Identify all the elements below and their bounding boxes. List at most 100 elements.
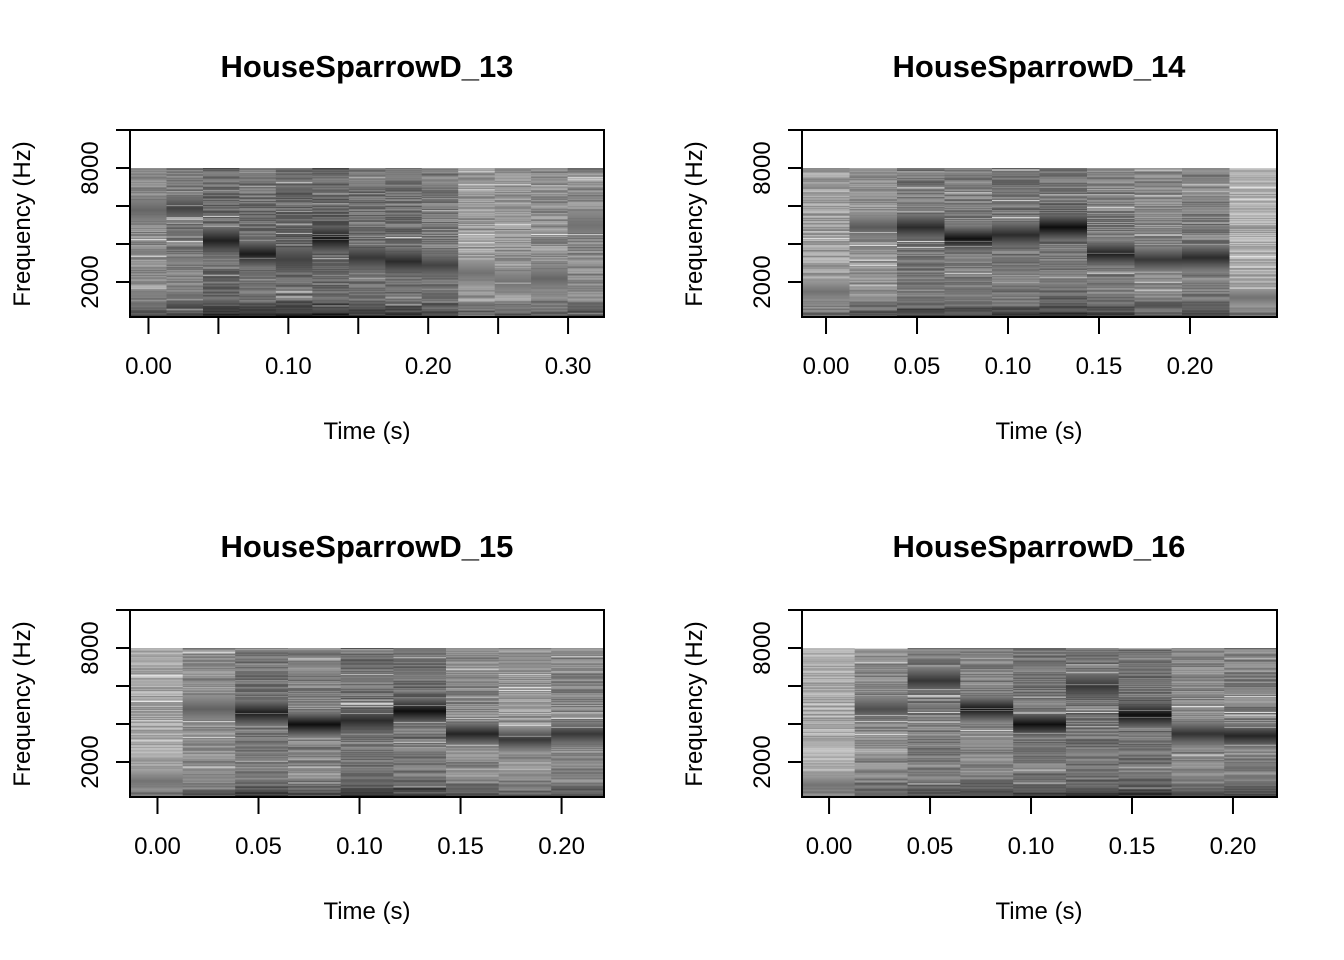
spectrogram-cell	[348, 312, 386, 314]
spectrogram-cell	[1039, 270, 1088, 272]
spectrogram-cell	[494, 178, 532, 181]
spectrogram-cell	[802, 226, 850, 228]
spectrogram-cell	[340, 695, 394, 698]
spectrogram-cell	[340, 748, 394, 750]
spectrogram-cell	[1182, 208, 1230, 211]
spectrogram-cell	[239, 282, 277, 284]
spectrogram-cell	[849, 301, 898, 303]
spectrogram-cell	[1039, 248, 1088, 250]
spectrogram-cell	[1229, 198, 1278, 201]
spectrogram-cell	[458, 277, 496, 279]
spectrogram-cell	[944, 209, 993, 212]
spectrogram-cell	[182, 672, 236, 675]
spectrogram-cell	[498, 764, 552, 766]
spectrogram-cell	[458, 226, 496, 228]
spectrogram-cell	[340, 686, 394, 689]
spectrogram-cell	[849, 197, 898, 200]
spectrogram-cell	[288, 730, 342, 732]
spectrogram-cell	[1182, 290, 1230, 292]
spectrogram-cell	[393, 758, 447, 760]
spectrogram-cell	[340, 706, 394, 708]
spectrogram-cell	[385, 242, 423, 244]
spectrogram-cell	[421, 250, 459, 252]
spectrogram-cell	[340, 680, 394, 683]
spectrogram-cell	[897, 216, 945, 219]
spectrogram-cell	[551, 756, 605, 758]
spectrogram-cell	[312, 255, 350, 257]
spectrogram-cell	[166, 250, 204, 252]
spectrogram-cell	[421, 255, 459, 257]
spectrogram-cell	[944, 222, 993, 225]
spectrogram-cell	[393, 683, 447, 686]
spectrogram-cell	[551, 687, 605, 690]
spectrogram-cell	[348, 208, 386, 211]
spectrogram-cell	[239, 297, 277, 299]
spectrogram-cell	[494, 225, 532, 227]
spectrogram-cell	[288, 786, 342, 788]
spectrogram-cell	[531, 267, 569, 269]
spectrogram-cell	[1229, 251, 1278, 253]
spectrogram-cell	[130, 298, 167, 300]
spectrogram-cell	[567, 170, 605, 173]
spectrogram-cell	[567, 188, 605, 191]
spectrogram-cell	[235, 732, 289, 734]
spectrogram-cell	[385, 171, 423, 174]
spectrogram-cell	[458, 186, 496, 189]
spectrogram-cell	[348, 269, 386, 271]
spectrogram-cell	[182, 772, 236, 774]
spectrogram-cell	[393, 794, 447, 796]
spectrogram-cell	[312, 314, 350, 316]
spectrogram-cell	[992, 305, 1040, 307]
spectrogram-cell	[849, 244, 898, 246]
spectrogram-cell	[288, 779, 342, 781]
spectrogram-cell	[288, 660, 342, 663]
spectrogram-cell	[1087, 305, 1135, 307]
spectrogram-cell	[897, 235, 945, 237]
spectrogram-cell	[340, 729, 394, 731]
spectrogram-cell	[421, 268, 459, 270]
spectrogram-cell	[275, 189, 313, 192]
spectrogram-cell	[340, 765, 394, 767]
spectrogram-cell	[1039, 209, 1088, 212]
spectrogram-cell	[393, 688, 447, 691]
spectrogram-cell	[1134, 299, 1183, 301]
spectrogram-cell	[312, 248, 350, 250]
spectrogram-cell	[393, 733, 447, 735]
spectrogram-cell	[498, 766, 552, 768]
spectrogram-cell	[944, 274, 993, 276]
spectrogram-cell	[385, 274, 423, 276]
spectrogram-cell	[802, 222, 850, 225]
spectrogram-cell	[203, 202, 240, 205]
spectrogram-cell	[802, 789, 856, 791]
spectrogram-cell	[551, 730, 605, 732]
spectrogram-cell	[288, 785, 342, 787]
spectrogram-cell	[498, 741, 552, 743]
spectrogram-cell	[239, 180, 277, 183]
spectrogram-cell	[385, 251, 423, 253]
spectrogram-cell	[1182, 204, 1230, 207]
spectrogram-cell	[288, 791, 342, 793]
spectrogram-cell	[385, 303, 423, 305]
spectrogram-cell	[239, 261, 277, 263]
spectrogram-cell	[275, 227, 313, 229]
spectrogram-cell	[130, 787, 184, 789]
spectrogram-cell	[235, 722, 289, 724]
spectrogram-cell	[421, 309, 459, 311]
spectrogram-cell	[393, 654, 447, 657]
spectrogram-cell	[130, 210, 167, 213]
spectrogram-cell	[567, 291, 605, 293]
spectrogram-cell	[182, 734, 236, 736]
spectrogram-cell	[944, 212, 993, 215]
spectrogram-cell	[203, 248, 240, 250]
spectrogram-cell	[340, 740, 394, 742]
spectrogram-cell	[130, 194, 167, 197]
spectrogram-cell	[393, 648, 447, 650]
spectrogram-cell	[498, 654, 552, 657]
spectrogram-cell	[385, 193, 423, 196]
spectrogram-cell	[393, 744, 447, 746]
spectrogram-cell	[235, 660, 289, 663]
spectrogram-cell	[182, 690, 236, 693]
spectrogram-cell	[166, 195, 204, 198]
spectrogram-cell	[166, 289, 204, 291]
spectrogram-cell	[182, 718, 236, 720]
